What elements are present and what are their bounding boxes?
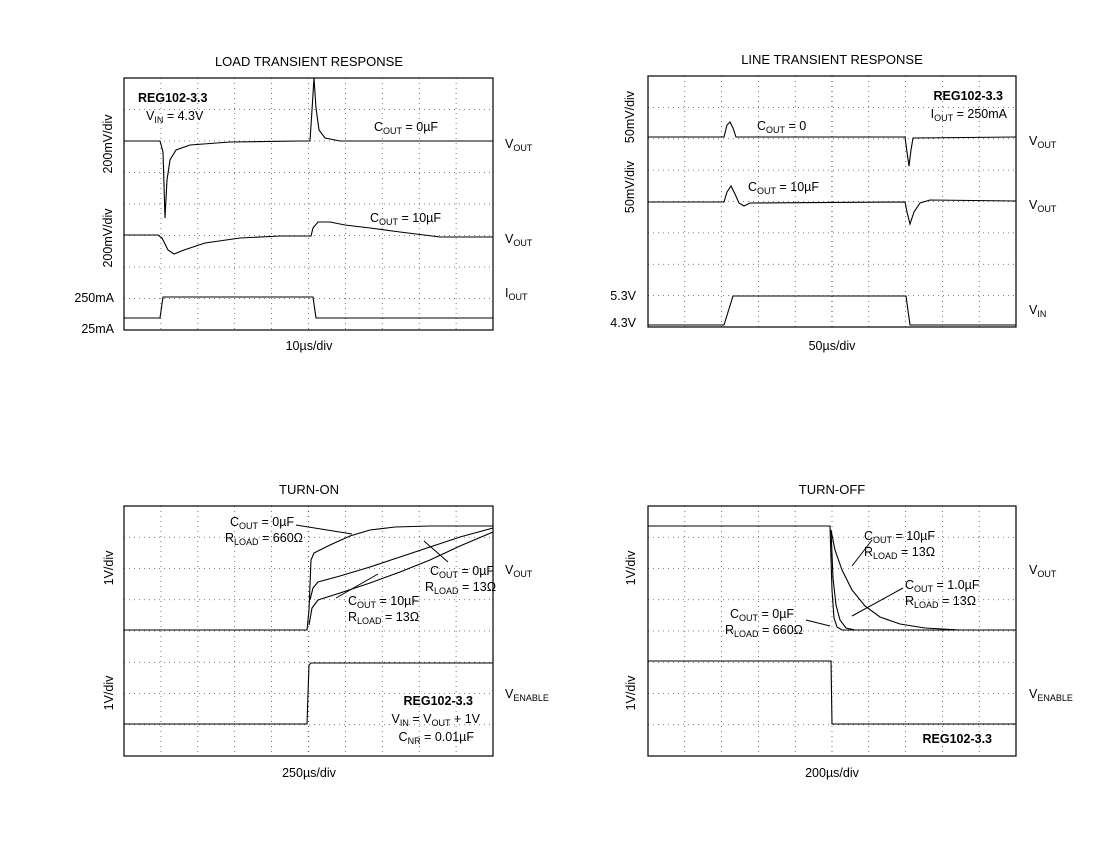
chart-title: LINE TRANSIENT RESPONSE — [741, 52, 923, 67]
chart-title: TURN-OFF — [799, 482, 865, 497]
x-axis-scale: 250µs/div — [282, 766, 337, 780]
vin-annotation: VIN = 4.3V — [146, 109, 204, 125]
label-arrow-3 — [335, 573, 379, 599]
iout-trace — [124, 296, 493, 319]
vout-cout-10uF-trace — [124, 221, 493, 255]
chart-title: TURN-ON — [279, 482, 339, 497]
series-label-cout-0uF: COUT = 0µF — [374, 120, 438, 136]
y-axis-scale-upper: 50mV/div — [623, 90, 637, 143]
vout-cout-10uF-13ohm-trace — [308, 531, 494, 626]
label-arrow-3 — [805, 619, 831, 627]
venable-trace — [648, 660, 1016, 725]
vout-cout-0uF-660ohm-trace — [124, 525, 493, 631]
y-axis-scale-lower: 50mV/div — [623, 160, 637, 213]
plot-frame — [647, 505, 1017, 757]
panel-turn-off: TURN-OFF COUT = 10µF RLOAD = 13Ω COUT = … — [624, 482, 1073, 780]
right-label-vout-2: VOUT — [505, 232, 533, 248]
vout-cout-10uF-trace — [648, 184, 1017, 226]
level-label-5.3V: 5.3V — [610, 289, 636, 303]
vout-cout-0uF-13ohm-trace — [309, 527, 494, 601]
curve-label-1-cout: COUT = 0µF — [230, 515, 294, 531]
right-label-vin: VIN — [1029, 303, 1046, 319]
vout-cout-0uF-660ohm-trace — [648, 525, 1016, 631]
y-axis-scale-lower: 200mV/div — [101, 208, 115, 268]
right-label-venable: VENABLE — [505, 687, 549, 703]
plot-frame — [123, 77, 494, 331]
y-axis-scale-lower: 1V/div — [102, 675, 116, 710]
right-label-venable: VENABLE — [1029, 687, 1073, 703]
right-label-vout-1: VOUT — [505, 137, 533, 153]
device-label: REG102-3.3 — [138, 91, 208, 105]
label-arrow-1 — [851, 539, 873, 567]
right-label-iout: IOUT — [505, 286, 528, 302]
iout-annotation: IOUT = 250mA — [931, 107, 1008, 123]
curve-label-1-rload: RLOAD = 660Ω — [225, 531, 303, 547]
chart-title: LOAD TRANSIENT RESPONSE — [215, 54, 403, 69]
x-axis-scale: 10µs/div — [286, 339, 334, 353]
vout-cout-10uF-13ohm-trace — [830, 529, 1016, 631]
curve-label-3-rload: RLOAD = 13Ω — [348, 610, 419, 626]
device-label: REG102-3.3 — [934, 89, 1004, 103]
venable-trace — [124, 662, 493, 725]
vout-cout-0uF-trace — [124, 77, 493, 219]
right-label-vout-2: VOUT — [1029, 198, 1057, 214]
curve-label-2-cout: COUT = 1.0µF — [905, 578, 980, 594]
curve-label-2-rload: RLOAD = 13Ω — [905, 594, 976, 610]
curve-label-1-rload: RLOAD = 13Ω — [864, 545, 935, 561]
cnr-annotation: CNR = 0.01µF — [399, 730, 475, 746]
level-label-4.3V: 4.3V — [610, 316, 636, 330]
curve-label-2-rload: RLOAD = 13Ω — [425, 580, 496, 596]
label-arrow-2 — [851, 587, 904, 617]
series-label-cout-10uF: COUT = 10µF — [370, 211, 441, 227]
panel-turn-on: TURN-ON COUT = 0µF RLOAD = 660Ω COUT = 0… — [102, 482, 549, 780]
device-label: REG102-3.3 — [404, 694, 474, 708]
curve-label-2-cout: COUT = 0µF — [430, 564, 494, 580]
series-label-cout-0: COUT = 0 — [757, 119, 806, 135]
vout-cout-1uF-13ohm-trace — [830, 529, 856, 631]
x-axis-scale: 50µs/div — [809, 339, 857, 353]
plot-frame — [123, 505, 494, 757]
y-axis-scale-upper: 1V/div — [624, 550, 638, 585]
curve-label-1-cout: COUT = 10µF — [864, 529, 935, 545]
label-arrow-2 — [423, 540, 449, 563]
level-label-250mA: 250mA — [74, 291, 114, 305]
x-axis-scale: 200µs/div — [805, 766, 860, 780]
y-axis-scale-upper: 200mV/div — [101, 114, 115, 174]
vout-cout-0-trace — [648, 121, 1017, 167]
y-axis-scale-lower: 1V/div — [624, 675, 638, 710]
curve-label-3-cout: COUT = 0µF — [730, 607, 794, 623]
right-label-vout: VOUT — [505, 563, 533, 579]
level-label-25mA: 25mA — [81, 322, 114, 336]
panel-load-transient: LOAD TRANSIENT RESPONSE REG102-3.3 VIN =… — [74, 54, 532, 353]
device-label: REG102-3.3 — [923, 732, 993, 746]
vin-trace — [648, 295, 1016, 326]
label-arrow-1 — [295, 524, 353, 535]
right-label-vout-1: VOUT — [1029, 134, 1057, 150]
curve-label-3-rload: RLOAD = 660Ω — [725, 623, 803, 639]
panel-line-transient: LINE TRANSIENT RESPONSE REG102-3.3 IOUT … — [610, 52, 1057, 353]
y-axis-scale-upper: 1V/div — [102, 550, 116, 585]
right-label-vout: VOUT — [1029, 563, 1057, 579]
vin-annotation: VIN = VOUT + 1V — [392, 712, 481, 728]
curve-label-3-cout: COUT = 10µF — [348, 594, 419, 610]
series-label-cout-10uF: COUT = 10µF — [748, 180, 819, 196]
